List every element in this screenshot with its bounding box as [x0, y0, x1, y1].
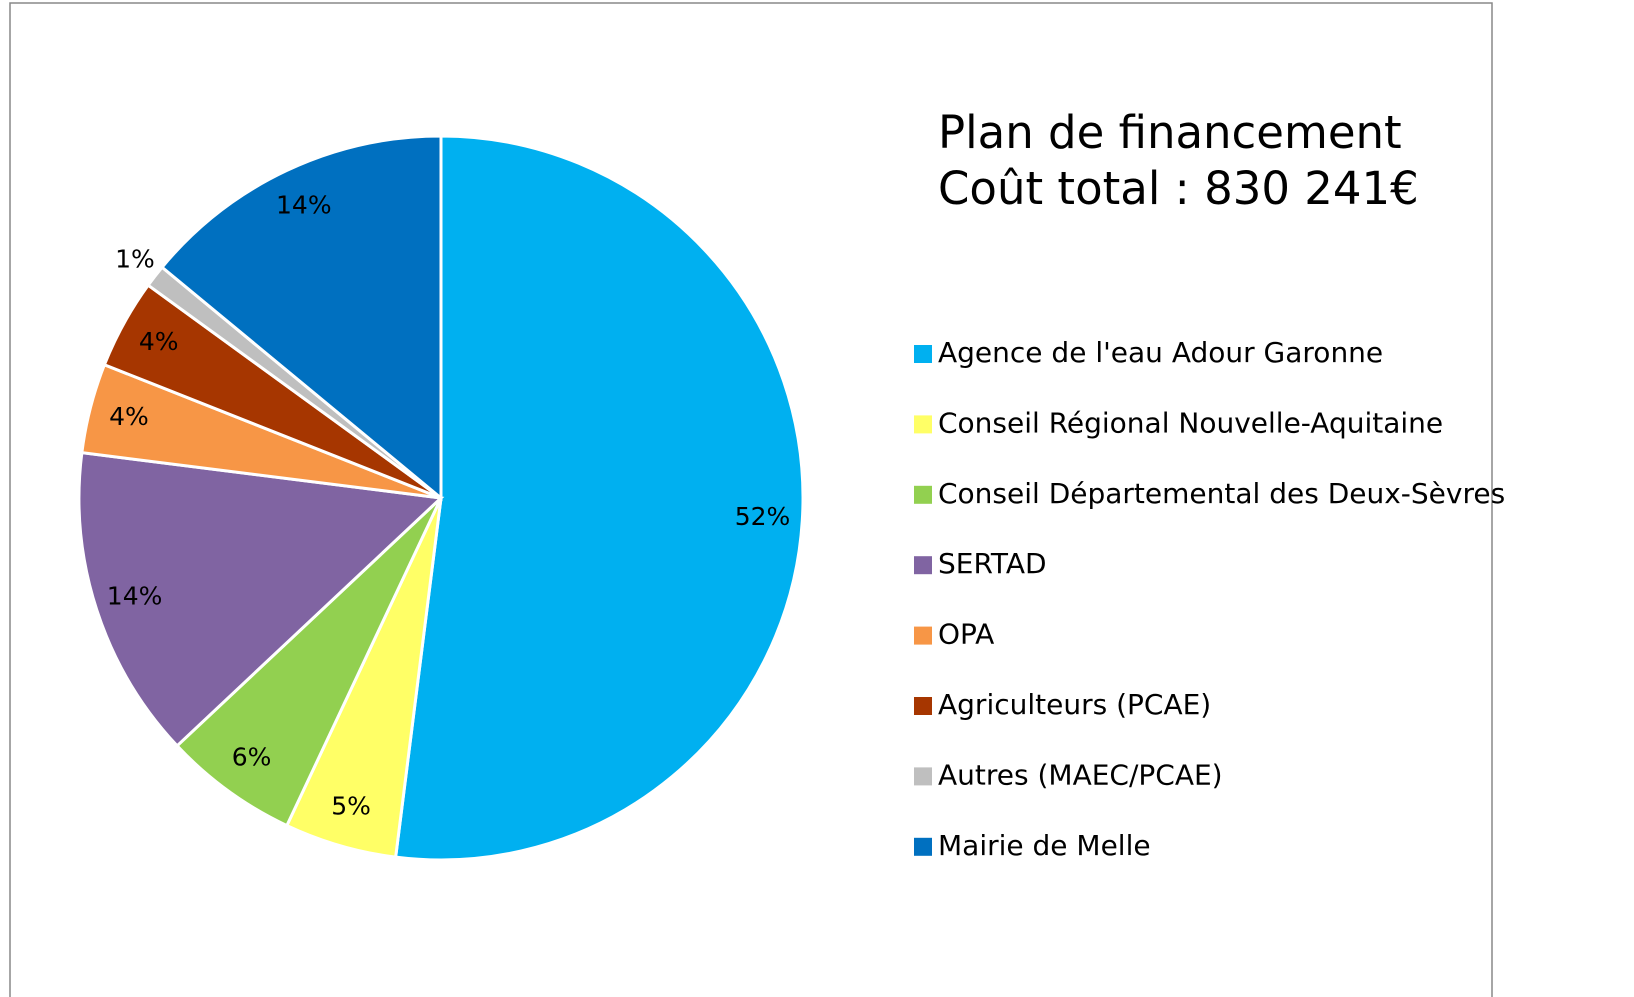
legend-swatch — [914, 626, 932, 645]
legend-label: Agence de l'eau Adour Garonne — [938, 336, 1383, 369]
data-label: 14% — [276, 190, 332, 219]
data-label: 14% — [107, 582, 163, 611]
legend-label: Autres (MAEC/PCAE) — [938, 758, 1223, 791]
legend-swatch — [914, 697, 932, 715]
legend-label: Mairie de Melle — [938, 829, 1151, 862]
data-label: 6% — [232, 743, 272, 772]
legend-label: Agriculteurs (PCAE) — [938, 688, 1211, 721]
legend-swatch — [914, 556, 932, 575]
legend-swatch — [914, 837, 932, 856]
legend-label: Conseil Régional Nouvelle-Aquitaine — [938, 406, 1443, 439]
chart-subtitle: Coût total : 830 241€ — [938, 162, 1419, 215]
data-label: 4% — [109, 402, 149, 431]
data-label: 1% — [115, 245, 155, 274]
legend-swatch — [914, 415, 932, 434]
pie-slice — [174, 496, 443, 828]
pie-slice — [393, 134, 805, 862]
chart-title: Plan de financement — [938, 106, 1402, 159]
pie-slice — [159, 134, 443, 502]
data-label: 52% — [735, 502, 791, 531]
legend-label: Conseil Départemental des Deux-Sèvres — [938, 477, 1505, 510]
legend-label: SERTAD — [938, 547, 1047, 580]
legend-swatch — [914, 767, 932, 786]
data-label: 5% — [331, 791, 371, 820]
pie-slice — [77, 450, 445, 748]
legend-swatch — [914, 345, 932, 363]
legend-label: OPA — [938, 618, 994, 651]
data-label: 4% — [139, 327, 179, 356]
chart-frame — [9, 2, 1493, 997]
legend-swatch — [914, 485, 932, 504]
